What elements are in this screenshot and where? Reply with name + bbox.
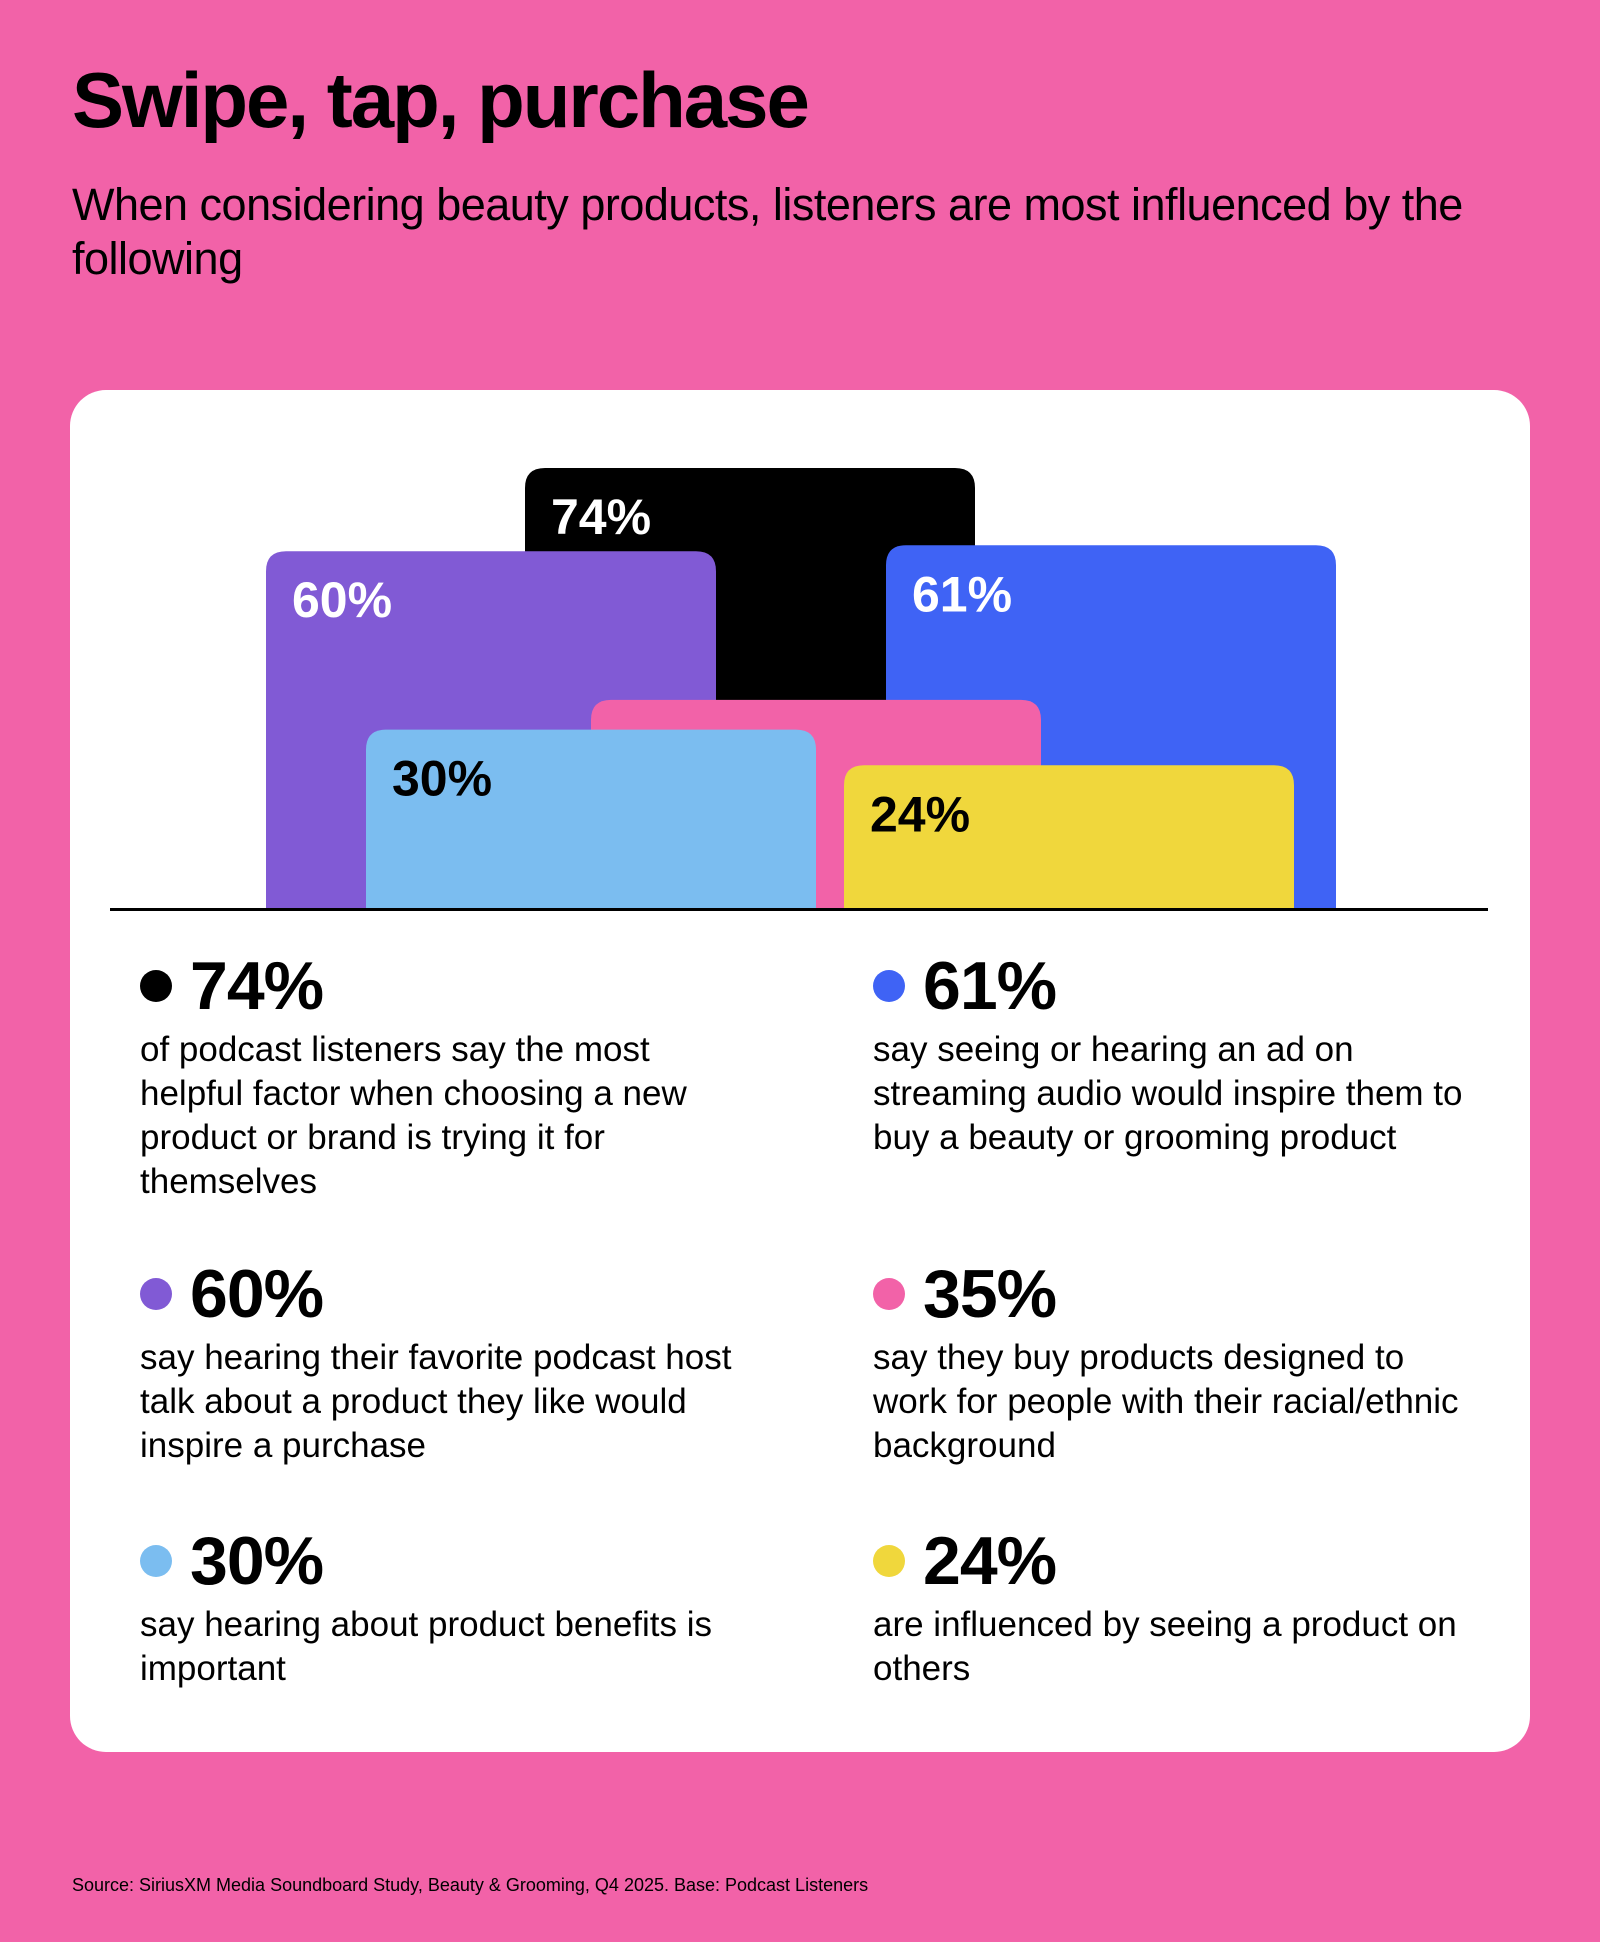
stat-3: 35% say they buy products designed to wo… — [873, 1258, 1473, 1468]
stat-dot — [140, 1545, 172, 1577]
stat-description: say hearing about product benefits is im… — [140, 1605, 713, 1688]
stat-value: 30% — [190, 1523, 324, 1599]
stat-value: 35% — [923, 1256, 1057, 1332]
chart-baseline — [110, 908, 1488, 911]
stat-0: 74% of podcast listeners say the most he… — [140, 950, 740, 1204]
stat-description: say they buy products designed to work f… — [873, 1338, 1459, 1465]
stat-2: 60% say hearing their favorite podcast h… — [140, 1258, 740, 1468]
stat-description: say hearing their favorite podcast host … — [140, 1338, 732, 1465]
bar-label-0: 74% — [551, 489, 651, 545]
stat-dot — [140, 970, 172, 1002]
bar-4 — [366, 729, 816, 908]
chart-card: 74% 61% 60% 35% 30% 24% 74% of podcast listen… — [70, 390, 1530, 1752]
stat-1: 61% say seeing or hearing an ad on strea… — [873, 950, 1473, 1160]
stat-dot — [140, 1278, 172, 1310]
page-title: Swipe, tap, purchase — [72, 56, 810, 144]
bar-label-4: 30% — [392, 751, 492, 807]
stat-dot — [873, 970, 905, 1002]
stat-value: 24% — [923, 1523, 1057, 1599]
stat-description: are influenced by seeing a product on ot… — [873, 1605, 1457, 1688]
stat-description: say seeing or hearing an ad on streaming… — [873, 1030, 1463, 1157]
stat-description: of podcast listeners say the most helpfu… — [140, 1030, 687, 1201]
bar-5 — [844, 765, 1294, 908]
stat-4: 30% say hearing about product benefits i… — [140, 1525, 740, 1691]
page-subtitle: When considering beauty products, listen… — [72, 179, 1463, 284]
stat-value: 74% — [190, 948, 324, 1024]
stat-dot — [873, 1545, 905, 1577]
stat-value: 61% — [923, 948, 1057, 1024]
bar-label-5: 24% — [870, 786, 970, 842]
bar-label-1: 61% — [912, 566, 1012, 622]
stat-dot — [873, 1278, 905, 1310]
overlapping-bar-chart: 74%61%60%35%30%24% — [266, 468, 1336, 908]
stat-value: 60% — [190, 1256, 324, 1332]
bar-label-2: 60% — [292, 572, 392, 628]
stat-5: 24% are influenced by seeing a product o… — [873, 1525, 1473, 1691]
source-note: Source: SiriusXM Media Soundboard Study,… — [72, 1875, 869, 1895]
